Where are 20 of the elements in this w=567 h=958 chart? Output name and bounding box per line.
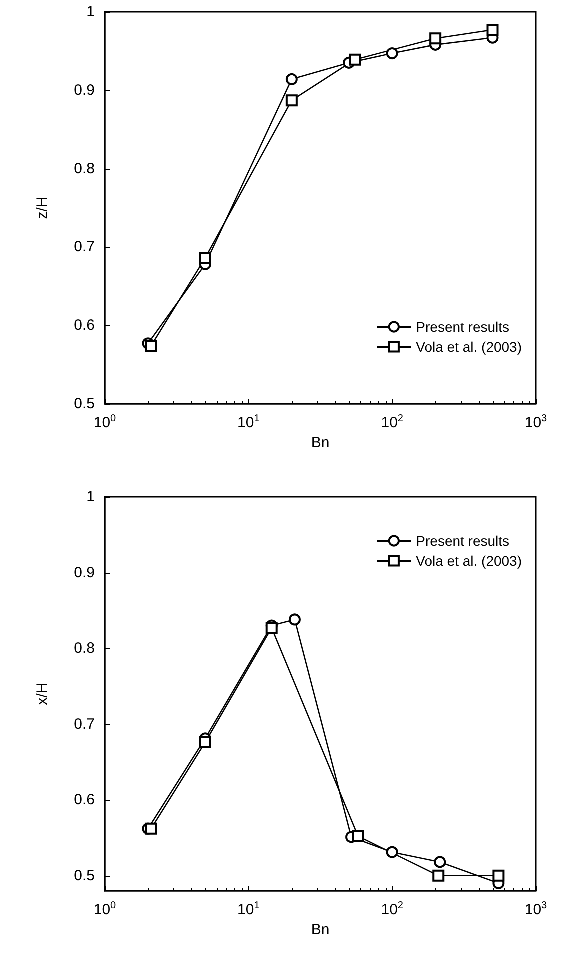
x-axis-title: Bn — [311, 921, 330, 938]
legend-label: Present results — [416, 319, 510, 335]
y-tick-label: 0.5 — [74, 396, 95, 412]
legend-label: Vola et al. (2003) — [416, 339, 522, 355]
x-axis-title: Bn — [311, 434, 330, 452]
y-tick-label: 0.7 — [74, 716, 95, 733]
y-tick-label: 0.6 — [74, 317, 95, 334]
y-tick-label: 0.5 — [74, 867, 95, 884]
y-tick-label: 1 — [86, 488, 95, 506]
y-axis-title: x/H — [34, 682, 51, 706]
legend-label: Present results — [416, 533, 510, 549]
y-tick-label: 1 — [86, 4, 95, 20]
y-tick-label: 0.9 — [74, 564, 95, 582]
legend-label: Vola et al. (2003) — [416, 553, 522, 569]
y-tick-label: 0.8 — [74, 160, 95, 178]
y-tick-label: 0.8 — [74, 640, 95, 658]
y-axis-title: z/H — [34, 196, 51, 220]
y-tick-label: 0.6 — [74, 792, 95, 809]
y-tick-label: 0.9 — [74, 82, 95, 99]
y-tick-label: 0.7 — [74, 238, 95, 256]
